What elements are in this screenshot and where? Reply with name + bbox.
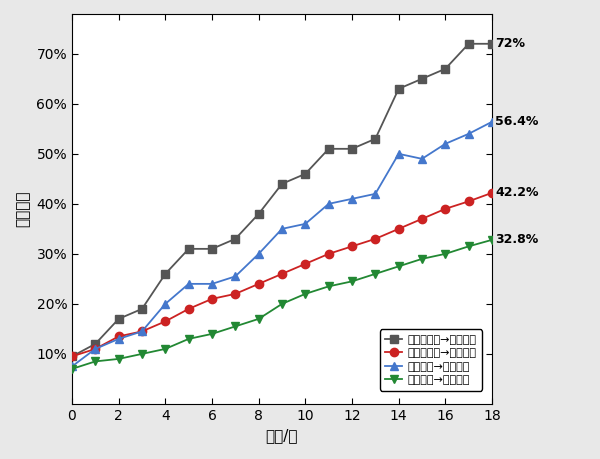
无治疗位→实时增伤 [162,301,169,307]
携带治疗位→实时增伤 [115,316,122,322]
携带治疗位→实时增伤 [442,66,449,72]
携带治疗位→实时增伤 [488,41,496,46]
携带治疗位→实时增伤 [139,306,146,312]
无治疗位→实时增伤 [418,156,425,162]
X-axis label: 时间/秒: 时间/秒 [266,428,298,443]
携带治疗位→实时增伤 [372,136,379,141]
无治疗位→实时增伤 [255,251,262,257]
Text: 32.8%: 32.8% [496,233,539,246]
无治疗位→实时增伤 [395,151,402,157]
携带治疗位→加权增伤 [349,244,356,249]
携带治疗位→加权增伤 [278,271,286,277]
携带治疗位→实时增伤 [278,181,286,187]
携带治疗位→实时增伤 [232,236,239,241]
携带治疗位→实时增伤 [325,146,332,151]
携带治疗位→实时增伤 [302,171,309,177]
携带治疗位→加权增伤 [442,206,449,212]
携带治疗位→实时增伤 [349,146,356,151]
携带治疗位→加权增伤 [395,226,402,232]
无治疗位→加权增伤 [232,324,239,329]
Line: 无治疗位→加权增伤: 无治疗位→加权增伤 [68,235,496,373]
Y-axis label: 增伤收益: 增伤收益 [16,190,31,227]
携带治疗位→加权增伤 [162,319,169,324]
Line: 携带治疗位→实时增伤: 携带治疗位→实时增伤 [68,39,496,361]
无治疗位→加权增伤 [255,316,262,322]
携带治疗位→实时增伤 [185,246,192,252]
携带治疗位→实时增伤 [68,353,76,359]
无治疗位→实时增伤 [302,221,309,227]
无治疗位→加权增伤 [442,251,449,257]
携带治疗位→加权增伤 [208,296,215,302]
携带治疗位→加权增伤 [302,261,309,267]
无治疗位→加权增伤 [68,366,76,372]
Text: 56.4%: 56.4% [496,115,539,129]
携带治疗位→实时增伤 [418,76,425,82]
携带治疗位→加权增伤 [139,329,146,334]
携带治疗位→加权增伤 [418,216,425,222]
无治疗位→实时增伤 [442,141,449,146]
无治疗位→实时增伤 [232,274,239,279]
无治疗位→实时增伤 [325,201,332,207]
携带治疗位→加权增伤 [488,190,496,196]
无治疗位→实时增伤 [139,329,146,334]
Text: 72%: 72% [496,37,526,50]
携带治疗位→加权增伤 [325,251,332,257]
携带治疗位→加权增伤 [255,281,262,286]
无治疗位→实时增伤 [372,191,379,196]
携带治疗位→加权增伤 [372,236,379,241]
无治疗位→加权增伤 [302,291,309,297]
无治疗位→加权增伤 [325,284,332,289]
携带治疗位→实时增伤 [395,86,402,91]
无治疗位→加权增伤 [162,346,169,352]
Legend: 携带治疗位→实时增伤, 携带治疗位→加权增伤, 无治疗位→实时增伤, 无治疗位→加权增伤: 携带治疗位→实时增伤, 携带治疗位→加权增伤, 无治疗位→实时增伤, 无治疗位→… [380,330,482,391]
无治疗位→实时增伤 [349,196,356,202]
无治疗位→加权增伤 [488,237,496,243]
无治疗位→加权增伤 [372,271,379,277]
无治疗位→加权增伤 [208,331,215,336]
携带治疗位→实时增伤 [208,246,215,252]
无治疗位→加权增伤 [349,279,356,284]
Text: 42.2%: 42.2% [496,186,539,199]
携带治疗位→加权增伤 [185,306,192,312]
无治疗位→加权增伤 [465,244,472,249]
携带治疗位→加权增伤 [92,346,99,352]
无治疗位→加权增伤 [92,358,99,364]
携带治疗位→实时增伤 [255,211,262,217]
无治疗位→实时增伤 [115,336,122,341]
携带治疗位→实时增伤 [465,41,472,46]
无治疗位→实时增伤 [465,131,472,137]
无治疗位→加权增伤 [395,263,402,269]
无治疗位→实时增伤 [208,281,215,286]
携带治疗位→实时增伤 [162,271,169,277]
无治疗位→加权增伤 [278,301,286,307]
无治疗位→实时增伤 [92,346,99,352]
携带治疗位→实时增伤 [92,341,99,347]
携带治疗位→加权增伤 [115,334,122,339]
携带治疗位→加权增伤 [232,291,239,297]
无治疗位→实时增伤 [185,281,192,286]
无治疗位→加权增伤 [139,351,146,357]
Line: 携带治疗位→加权增伤: 携带治疗位→加权增伤 [68,189,496,361]
携带治疗位→加权增伤 [465,199,472,204]
Line: 无治疗位→实时增伤: 无治疗位→实时增伤 [68,118,496,370]
无治疗位→加权增伤 [115,356,122,362]
无治疗位→加权增伤 [418,256,425,262]
无治疗位→实时增伤 [488,119,496,124]
携带治疗位→加权增伤 [68,353,76,359]
无治疗位→加权增伤 [185,336,192,341]
无治疗位→实时增伤 [68,364,76,369]
无治疗位→实时增伤 [278,226,286,232]
